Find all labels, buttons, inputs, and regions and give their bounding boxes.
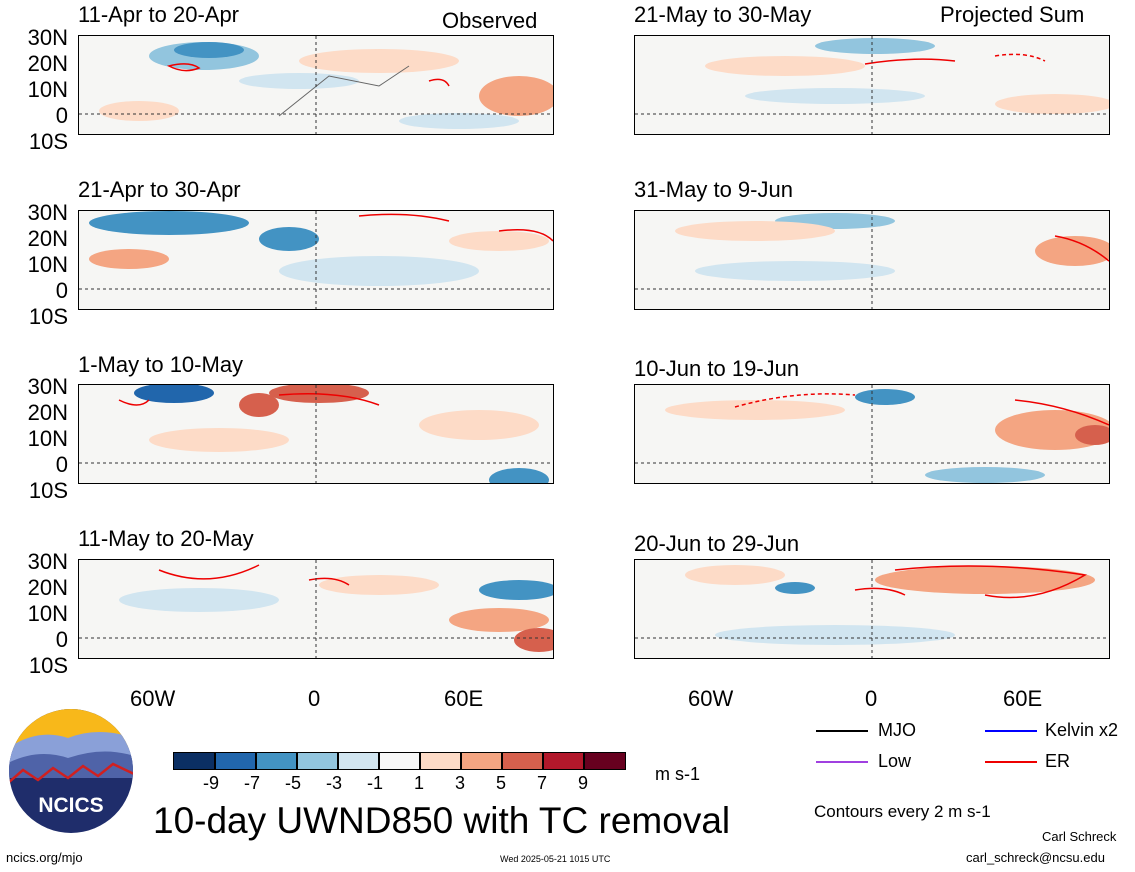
lat-tick: 0 — [55, 103, 68, 128]
footer-timestamp: Wed 2025-05-21 1015 UTC — [500, 854, 611, 864]
colorbar-tick: -5 — [285, 773, 302, 793]
panel-title: 21-May to 30-May — [634, 2, 812, 27]
colorbar-swatch — [461, 752, 502, 770]
colorbar-swatch — [338, 752, 379, 770]
colorbar-tick: -7 — [244, 773, 261, 793]
footer-url[interactable]: ncics.org/mjo — [6, 850, 83, 865]
lon-tick: 0 — [865, 686, 878, 711]
lon-tick: 60E — [444, 686, 484, 711]
lat-tick: 30N — [27, 549, 68, 574]
lat-tick: 20N — [27, 575, 68, 600]
lat-tick: 30N — [27, 374, 68, 399]
colorbar-unit: m s-1 — [655, 764, 700, 784]
contour-note: Contours every 2 m s-1 — [814, 802, 991, 821]
lon-tick: 0 — [308, 686, 321, 711]
map-panel — [634, 210, 1115, 310]
legend-label: MJO — [878, 720, 916, 740]
lat-tick: 20N — [27, 226, 68, 251]
colorbar-tick: 1 — [414, 773, 425, 793]
lat-tick: 10S — [28, 304, 68, 329]
map-panel — [78, 383, 554, 492]
panel-title: 1-May to 10-May — [78, 352, 244, 377]
legend-label: Kelvin x2 — [1045, 720, 1119, 740]
lon-tick: 60W — [130, 686, 176, 711]
panel-title: 31-May to 9-Jun — [634, 177, 793, 202]
map-panel — [634, 35, 1115, 135]
colorbar-swatch — [420, 752, 461, 770]
footer-email[interactable]: carl_schreck@ncsu.edu — [966, 850, 1105, 865]
colorbar-swatch — [584, 752, 626, 770]
lat-tick: 10N — [27, 426, 68, 451]
footer-author: Carl Schreck — [1042, 829, 1117, 844]
map-panel — [634, 559, 1110, 659]
panel-title: 21-Apr to 30-Apr — [78, 177, 241, 202]
observed-label: Observed — [442, 8, 538, 33]
colorbar-tick: -1 — [367, 773, 384, 793]
panel-title: 11-May to 20-May — [78, 526, 254, 551]
panel-title: 11-Apr to 20-Apr — [78, 2, 240, 27]
lat-tick: 20N — [27, 400, 68, 425]
lat-tick: 0 — [55, 452, 68, 477]
panel-title: 10-Jun to 19-Jun — [634, 356, 800, 381]
er-line-swatch — [985, 761, 1037, 763]
map-panel — [634, 384, 1115, 484]
lat-tick: 30N — [27, 25, 68, 50]
colorbar-swatch — [543, 752, 584, 770]
map-panel — [78, 210, 554, 310]
legend-label: Low — [878, 751, 912, 771]
projected-label: Projected Sum — [940, 2, 1085, 27]
main-title: 10-day UWND850 with TC removal — [153, 800, 731, 841]
colorbar-swatch — [215, 752, 256, 770]
lon-tick: 60W — [688, 686, 734, 711]
colorbar-tick: 7 — [537, 773, 548, 793]
colorbar-tick: 5 — [496, 773, 507, 793]
low-line-swatch — [816, 761, 868, 763]
colorbar-tick: -3 — [326, 773, 343, 793]
colorbar-swatch — [379, 752, 420, 770]
legend-label: ER — [1045, 751, 1071, 771]
colorbar-swatch — [502, 752, 543, 770]
lat-tick: 0 — [55, 627, 68, 652]
colorbar-swatch — [297, 752, 338, 770]
lat-tick: 20N — [27, 51, 68, 76]
colorbar-swatch — [173, 752, 215, 770]
colorbar — [173, 752, 627, 772]
colorbar-swatch — [256, 752, 297, 770]
lat-tick: 10S — [28, 478, 68, 503]
lat-tick: 10S — [28, 653, 68, 678]
map-panel — [78, 35, 559, 135]
lat-tick: 10N — [27, 601, 68, 626]
colorbar-tick: 9 — [578, 773, 589, 793]
mjo-line-swatch — [816, 730, 868, 732]
lat-tick: 0 — [55, 278, 68, 303]
lon-tick: 60E — [1003, 686, 1043, 711]
ncics-logo: NCICS — [8, 708, 134, 834]
lat-tick: 30N — [27, 200, 68, 225]
lat-tick: 10N — [27, 252, 68, 277]
lat-tick: 10S — [28, 129, 68, 154]
map-panel — [78, 559, 564, 659]
colorbar-tick: -9 — [203, 773, 220, 793]
logo-text: NCICS — [38, 794, 103, 817]
kelvin-line-swatch — [985, 730, 1037, 732]
lat-tick: 10N — [27, 77, 68, 102]
colorbar-tick: 3 — [455, 773, 466, 793]
panel-title: 20-Jun to 29-Jun — [634, 531, 800, 556]
